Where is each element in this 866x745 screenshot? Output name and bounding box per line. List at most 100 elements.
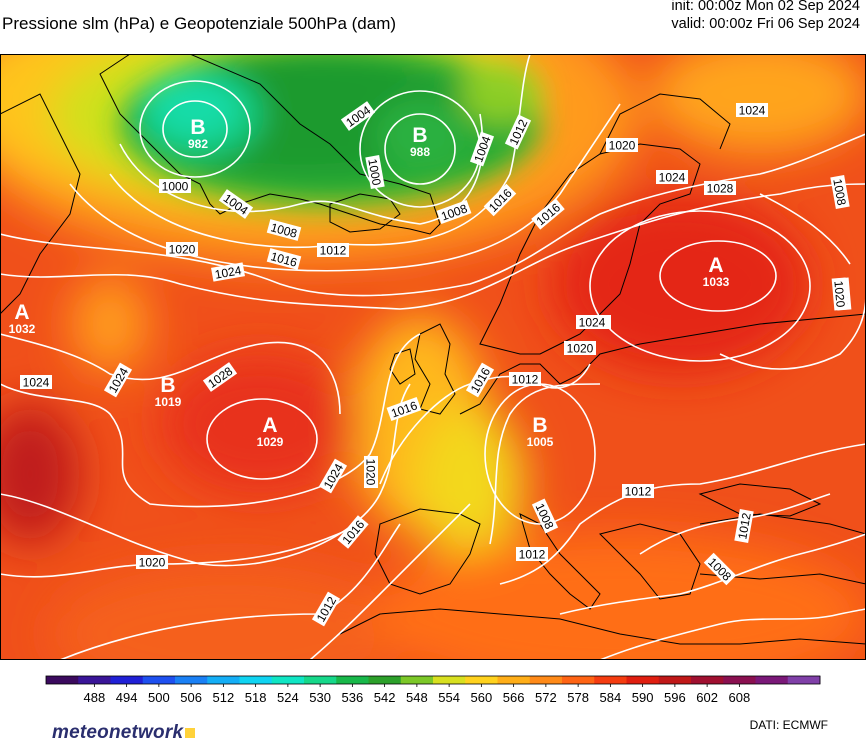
svg-text:1016: 1016 <box>269 249 299 270</box>
pressure-center-value: 1019 <box>155 395 182 409</box>
svg-text:1028: 1028 <box>707 182 734 196</box>
isobar-label: 1020 <box>564 341 596 356</box>
colorbar-swatch <box>658 676 692 684</box>
svg-text:1012: 1012 <box>519 548 546 562</box>
svg-text:1020: 1020 <box>169 243 196 257</box>
svg-text:1012: 1012 <box>512 373 539 387</box>
svg-text:1024: 1024 <box>579 316 606 330</box>
pressure-center-value: 1029 <box>257 435 284 449</box>
colorbar-swatch <box>723 676 756 684</box>
colorbar-swatch <box>562 676 595 684</box>
colorbar-tick-label: 602 <box>696 690 718 705</box>
isobar-labels: 1000100410041000100410081012101610201024… <box>20 101 852 627</box>
svg-text:1020: 1020 <box>831 280 847 308</box>
pressure-center-letter: B <box>532 414 547 437</box>
svg-text:1024: 1024 <box>739 104 766 118</box>
svg-text:1020: 1020 <box>609 139 636 153</box>
colorbar-tick-label: 524 <box>277 690 299 705</box>
pressure-center-letter: B <box>412 124 427 147</box>
colorbar-tick-label: 500 <box>148 690 170 705</box>
svg-text:1020: 1020 <box>139 556 166 570</box>
run-info: init: 00:00z Mon 02 Sep 2024 valid: 00:0… <box>671 0 860 33</box>
svg-text:1008: 1008 <box>830 178 848 207</box>
pressure-center-letter: A <box>14 301 29 324</box>
isobar-label: 1012 <box>317 243 349 258</box>
colorbar-tick-label: 554 <box>438 690 460 705</box>
colorbar: 488 494 500 506 512 518 524 530 536 542 548 554 560 5… <box>45 675 821 705</box>
colorbar-swatch <box>433 676 466 684</box>
colorbar-swatch <box>400 676 434 684</box>
colorbar-tick-label: 578 <box>567 690 589 705</box>
colorbar-tick-label: 530 <box>309 690 331 705</box>
colorbar-tick-label: 506 <box>180 690 202 705</box>
map-title: Pressione slm (hPa) e Geopotenziale 500h… <box>2 14 397 33</box>
colorbar-tick-label: 512 <box>213 690 235 705</box>
colorbar-tick-label: 596 <box>664 690 686 705</box>
init-time: init: 00:00z Mon 02 Sep 2024 <box>671 0 860 14</box>
colorbar-tick-label: 488 <box>84 690 106 705</box>
isobar-label: 1024 <box>736 103 768 118</box>
isobar-label: 1020 <box>166 242 198 257</box>
colorbar-swatch <box>207 676 240 684</box>
data-source: DATI: ECMWF <box>749 718 828 732</box>
svg-text:1024: 1024 <box>23 376 50 390</box>
pressure-center-letter: A <box>708 254 723 277</box>
isobar-label: 1012 <box>509 372 541 387</box>
colorbar-swatch <box>626 676 660 684</box>
logo-text: meteonetwork <box>52 722 184 743</box>
isobar-label: 1024 <box>211 262 245 282</box>
pressure-center-letter: B <box>190 116 205 139</box>
colorbar-swatch <box>304 676 337 684</box>
isobar-label: 1020 <box>831 277 849 311</box>
svg-text:1024: 1024 <box>659 171 686 185</box>
isobar-label: 1012 <box>734 509 754 543</box>
colorbar-tick-label: 584 <box>600 690 622 705</box>
colorbar-swatch <box>691 676 724 684</box>
colorbar-tick-label: 572 <box>535 690 557 705</box>
weather-map: 1000100410041000100410081012101610201024… <box>0 54 866 660</box>
svg-text:1008: 1008 <box>269 220 299 241</box>
colorbar-tick-label: 548 <box>406 690 428 705</box>
colorbar-tick-label: 590 <box>632 690 654 705</box>
isobar-label: 1020 <box>606 138 638 153</box>
colorbar-swatch <box>497 676 531 684</box>
colorbar-swatch <box>787 676 821 684</box>
meteonetwork-logo: meteonetwork <box>52 722 196 744</box>
colorbar-swatch <box>239 676 273 684</box>
colorbar-swatch <box>594 676 627 684</box>
colorbar-tick-label: 566 <box>503 690 525 705</box>
isobar-label: 1008 <box>830 175 850 209</box>
colorbar-tick-label: 608 <box>729 690 751 705</box>
pressure-center-value: 982 <box>188 137 208 151</box>
svg-text:1000: 1000 <box>162 180 189 194</box>
pressure-center-value: 1033 <box>703 275 730 289</box>
colorbar-tick-label: 494 <box>116 690 138 705</box>
isobar-label: 1000 <box>365 155 385 189</box>
isobar-label: 1016 <box>266 248 302 270</box>
isobar-label: 1008 <box>266 219 302 241</box>
colorbar-swatch <box>465 676 498 684</box>
isobar-label: 1000 <box>159 179 191 194</box>
svg-text:1000: 1000 <box>365 158 383 187</box>
pressure-center-value: 988 <box>410 145 430 159</box>
pressure-center-letter: B <box>160 374 175 397</box>
svg-text:1024: 1024 <box>214 263 243 281</box>
colorbar-swatch <box>529 676 563 684</box>
colorbar-tick-label: 518 <box>245 690 267 705</box>
svg-text:1020: 1020 <box>567 342 594 356</box>
colorbar-swatch <box>110 676 144 684</box>
isobar-label: 1028 <box>704 181 736 196</box>
isobar-label: 1020 <box>364 456 378 488</box>
isobar-label: 1024 <box>576 315 608 330</box>
isobar-label: 1012 <box>516 547 548 562</box>
isobars <box>0 54 866 660</box>
svg-text:1012: 1012 <box>625 485 652 499</box>
svg-text:1020: 1020 <box>364 459 378 486</box>
isobar-label: 1020 <box>136 555 168 570</box>
isobar-label: 1024 <box>656 170 688 185</box>
colorbar-swatch <box>271 676 305 684</box>
colorbar-swatch <box>142 676 176 684</box>
svg-text:1012: 1012 <box>735 511 753 540</box>
svg-text:1012: 1012 <box>320 244 347 258</box>
colorbar-swatch <box>175 676 208 684</box>
